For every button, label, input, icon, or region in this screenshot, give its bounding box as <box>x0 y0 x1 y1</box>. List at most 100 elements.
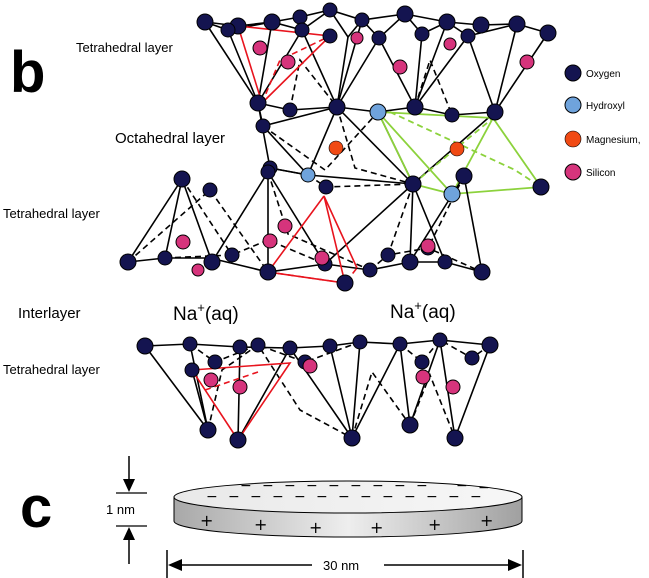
legend-silicon-label: Silicon <box>586 168 615 179</box>
ion-right-charge: + <box>414 298 422 313</box>
silicon-atom <box>280 54 296 70</box>
oxygen-atom <box>396 5 414 23</box>
platelet-negative-charges: − − − − − − − − − − − − − − − − − − − − … <box>206 478 490 505</box>
oxygen-atom <box>486 103 504 121</box>
silicon-atom <box>519 54 535 70</box>
oxygen-atom <box>432 332 448 348</box>
oxygen-atom <box>292 9 308 25</box>
positive-charge: + <box>254 515 267 534</box>
legend-magnesium-swatch <box>564 130 582 148</box>
oxygen-atom <box>401 416 419 434</box>
magnesium-atom <box>449 141 465 157</box>
oxygen-atom <box>414 354 430 370</box>
oxygen-atom <box>532 178 550 196</box>
legend-oxygen-swatch <box>564 64 582 82</box>
positive-charge: + <box>200 511 213 530</box>
positive-charge: + <box>309 518 322 537</box>
positive-charge: + <box>428 515 441 534</box>
negative-charge: − <box>306 478 318 494</box>
silicon-atom <box>443 37 457 51</box>
sodium-ion-left: Na+(aq) <box>173 300 239 325</box>
negative-charge: − <box>478 480 490 496</box>
negative-charge: − <box>426 489 438 505</box>
oxygen-atom <box>173 170 191 188</box>
oxygen-atom <box>328 98 346 116</box>
ion-left-suffix: (aq) <box>205 304 239 325</box>
ion-left-charge: + <box>197 300 205 315</box>
oxygen-atom <box>196 13 214 31</box>
silicon-atom <box>445 379 461 395</box>
label-top-tetrahedral-layer: Tetrahedral layer <box>76 40 173 55</box>
sodium-ion-right: Na+(aq) <box>390 298 456 323</box>
negative-charge: − <box>262 478 274 494</box>
oxygen-atom <box>259 263 277 281</box>
oxygen-atom <box>401 253 419 271</box>
oxygen-atom <box>446 429 464 447</box>
width-label: 30 nm <box>323 558 359 573</box>
label-mid-tetrahedral-layer: Tetrahedral layer <box>3 206 100 221</box>
oxygen-atom <box>119 253 137 271</box>
oxygen-atom <box>414 26 430 42</box>
ion-right-symbol: Na <box>390 302 415 323</box>
oxygen-atom <box>392 336 408 352</box>
negative-charge: − <box>206 489 218 505</box>
oxygen-atom <box>464 350 480 366</box>
negative-charge: − <box>294 489 306 505</box>
oxygen-atom <box>438 13 456 31</box>
legend-hydroxyl-swatch <box>564 96 582 114</box>
oxygen-atom <box>380 247 396 263</box>
oxygen-atom <box>182 336 198 352</box>
oxygen-atom <box>220 22 236 38</box>
oxygen-atom <box>157 250 173 266</box>
thickness-dimension: 1 nm <box>106 456 147 564</box>
silicon-atom <box>252 40 268 56</box>
ion-left-symbol: Na <box>173 304 198 325</box>
oxygen-atom <box>282 340 298 356</box>
silicon-atom <box>175 234 191 250</box>
oxygen-atom <box>362 262 378 278</box>
oxygen-atom <box>199 421 217 439</box>
silicon-atom <box>314 250 330 266</box>
negative-charge: − <box>448 489 460 505</box>
label-octahedral-layer: Octahedral layer <box>115 130 225 147</box>
oxygen-atom <box>406 98 424 116</box>
legend-hydroxyl-label: Hydroxyl <box>586 101 625 112</box>
oxygen-atom <box>224 247 240 263</box>
silicon-atom <box>392 59 408 75</box>
oxygen-atom <box>352 334 368 350</box>
platelet-top <box>173 480 523 514</box>
oxygen-atom <box>294 22 310 38</box>
negative-charge: − <box>240 478 252 494</box>
negative-charge: − <box>316 489 328 505</box>
negative-charge: − <box>416 478 428 494</box>
label-interlayer: Interlayer <box>18 305 81 322</box>
oxygen-atom <box>202 182 218 198</box>
legend-oxygen-label: Oxygen <box>586 69 620 80</box>
silicon-atom <box>302 358 318 374</box>
bottom-red-tetrahedron <box>191 362 292 442</box>
oxygen-atom <box>203 253 221 271</box>
legend: Oxygen Hydroxyl Magnesium, Silicon <box>564 64 640 181</box>
oxygen-atom <box>322 2 338 18</box>
oxygen-atom <box>249 94 267 112</box>
negative-charge: − <box>284 478 296 494</box>
oxygen-atom <box>336 274 354 292</box>
oxygen-atom <box>460 28 476 44</box>
oxygen-atom <box>455 167 473 185</box>
oxygen-atom <box>404 175 422 193</box>
negative-charge: − <box>350 478 362 494</box>
hydroxyl-group <box>443 185 461 203</box>
mid-red-tetrahedron <box>266 195 358 284</box>
oxygen-atom <box>473 263 491 281</box>
silicon-atom <box>420 238 436 254</box>
positive-charge: + <box>480 511 493 530</box>
oxygen-atom <box>136 337 154 355</box>
panel-label-c: c <box>20 475 52 540</box>
width-dimension: 30 nm <box>166 550 524 578</box>
silicon-atom <box>415 369 431 385</box>
magnesium-atoms <box>328 140 465 157</box>
oxygen-atom <box>539 24 557 42</box>
magnesium-atom <box>328 140 344 156</box>
negative-charge: − <box>360 489 372 505</box>
oxygen-atom <box>472 16 490 34</box>
